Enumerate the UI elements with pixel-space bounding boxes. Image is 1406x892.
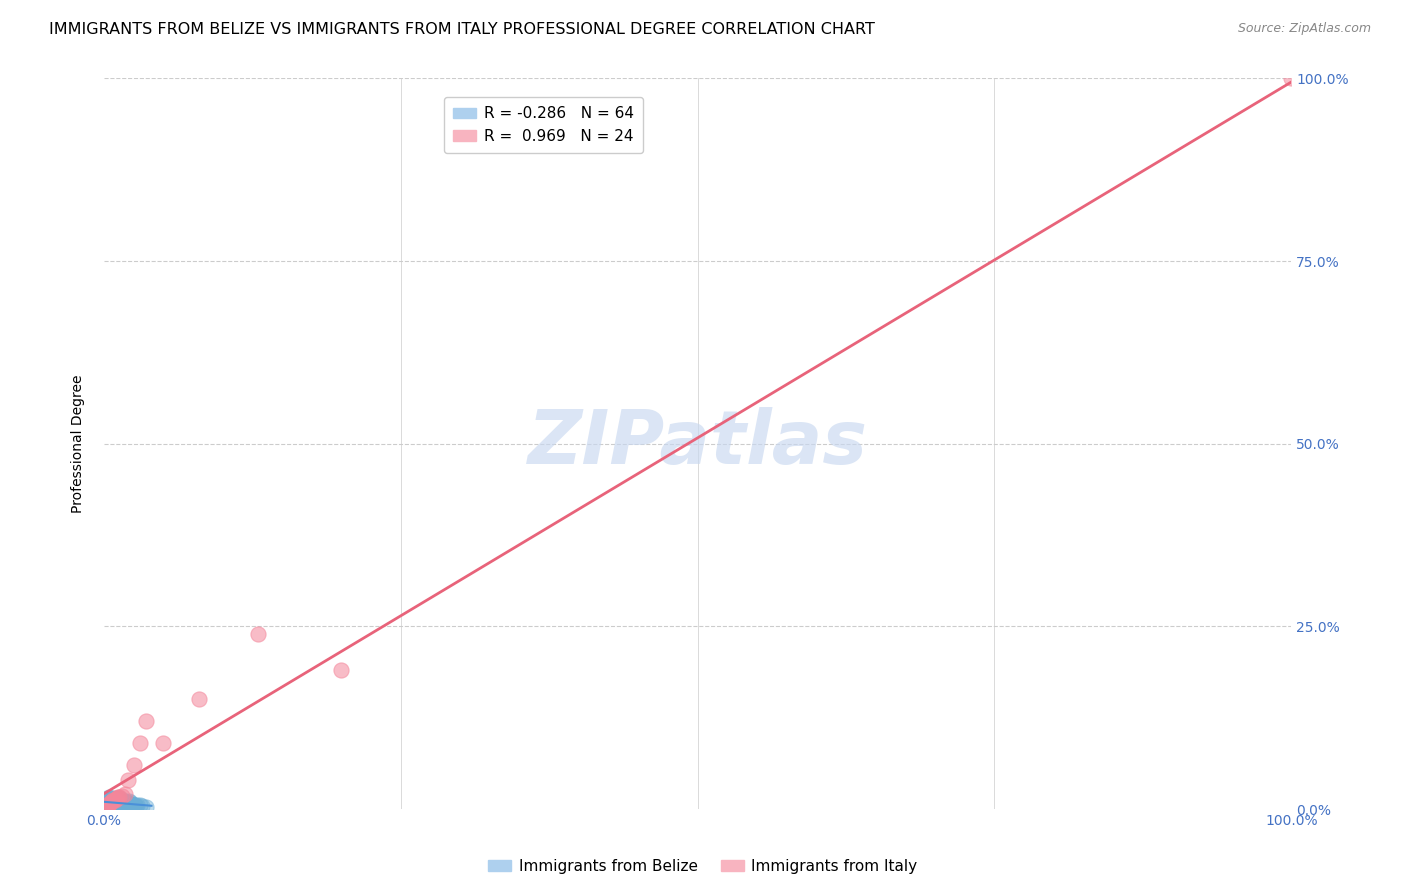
Point	[101, 791, 124, 805]
Point	[104, 796, 127, 810]
Point	[96, 791, 118, 805]
Point	[97, 797, 120, 812]
Point	[120, 798, 142, 813]
Point	[127, 797, 149, 812]
Point	[115, 795, 138, 809]
Point	[100, 792, 122, 806]
Point	[96, 796, 118, 810]
Point	[122, 758, 145, 772]
Point	[98, 799, 121, 814]
Point	[152, 736, 174, 750]
Point	[122, 797, 145, 812]
Point	[104, 800, 127, 814]
Point	[105, 796, 128, 810]
Point	[112, 799, 135, 814]
Point	[107, 796, 129, 810]
Point	[105, 792, 128, 806]
Point	[100, 796, 122, 810]
Point	[104, 791, 127, 805]
Point	[104, 792, 127, 806]
Point	[108, 791, 131, 805]
Point	[97, 790, 120, 805]
Legend: Immigrants from Belize, Immigrants from Italy: Immigrants from Belize, Immigrants from …	[482, 853, 924, 880]
Point	[120, 795, 142, 809]
Point	[247, 626, 270, 640]
Point	[128, 736, 150, 750]
Point	[100, 800, 122, 814]
Point	[111, 789, 134, 803]
Point	[111, 794, 134, 808]
Point	[97, 797, 120, 811]
Point	[103, 799, 125, 814]
Point	[104, 795, 127, 809]
Point	[108, 795, 131, 809]
Point	[118, 794, 141, 808]
Y-axis label: Professional Degree: Professional Degree	[72, 375, 86, 513]
Point	[103, 792, 125, 806]
Point	[188, 692, 211, 706]
Point	[131, 799, 153, 814]
Point	[1279, 71, 1302, 86]
Point	[111, 798, 134, 813]
Point	[96, 793, 118, 807]
Point	[103, 796, 125, 810]
Text: IMMIGRANTS FROM BELIZE VS IMMIGRANTS FROM ITALY PROFESSIONAL DEGREE CORRELATION : IMMIGRANTS FROM BELIZE VS IMMIGRANTS FRO…	[49, 22, 875, 37]
Point	[121, 797, 143, 811]
Point	[96, 798, 118, 813]
Point	[103, 793, 125, 807]
Point	[98, 792, 121, 806]
Point	[110, 796, 132, 810]
Point	[111, 795, 134, 809]
Point	[108, 789, 131, 804]
Text: Source: ZipAtlas.com: Source: ZipAtlas.com	[1237, 22, 1371, 36]
Point	[100, 795, 122, 809]
Point	[118, 797, 141, 812]
Point	[94, 798, 117, 813]
Point	[114, 794, 136, 808]
Point	[330, 663, 353, 677]
Point	[98, 796, 121, 810]
Point	[96, 800, 118, 814]
Point	[105, 791, 128, 805]
Point	[104, 798, 127, 813]
Point	[101, 794, 124, 808]
Point	[120, 799, 142, 814]
Point	[112, 796, 135, 810]
Point	[135, 800, 157, 814]
Point	[115, 798, 138, 813]
Point	[105, 799, 128, 814]
Point	[111, 797, 134, 812]
Point	[107, 792, 129, 806]
Point	[117, 799, 139, 814]
Point	[125, 799, 148, 814]
Point	[108, 798, 131, 813]
Legend: R = -0.286   N = 64, R =  0.969   N = 24: R = -0.286 N = 64, R = 0.969 N = 24	[444, 97, 643, 153]
Point	[96, 795, 118, 809]
Point	[97, 794, 120, 808]
Point	[101, 795, 124, 809]
Point	[98, 796, 121, 810]
Point	[94, 800, 117, 814]
Point	[101, 798, 124, 813]
Point	[135, 714, 157, 729]
Point	[117, 772, 139, 787]
Point	[104, 792, 127, 806]
Point	[117, 796, 139, 810]
Point	[110, 799, 132, 814]
Point	[96, 797, 118, 812]
Point	[110, 792, 132, 806]
Point	[104, 792, 127, 806]
Point	[124, 798, 146, 813]
Text: ZIPatlas: ZIPatlas	[527, 408, 868, 480]
Point	[107, 790, 129, 805]
Point	[128, 798, 150, 813]
Point	[114, 788, 136, 802]
Point	[107, 800, 129, 814]
Point	[114, 797, 136, 812]
